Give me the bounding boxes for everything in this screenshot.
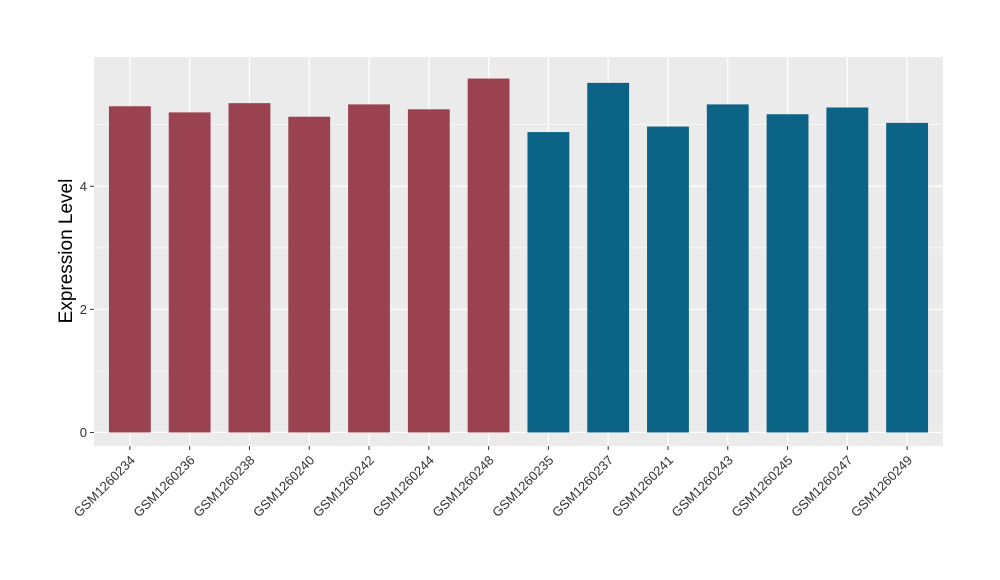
x-tick-label: GSM1260248 [429,453,496,520]
x-tick-label: GSM1260238 [190,453,257,520]
bar-gsm1260238 [228,103,271,433]
bar-gsm1260247 [826,107,869,433]
bar-gsm1260249 [886,122,929,433]
x-tick-label: GSM1260236 [130,453,197,520]
y-tick-label: 2 [80,302,87,317]
x-tick-label: GSM1260237 [549,453,616,520]
bar-gsm1260243 [706,104,749,433]
y-tick-label: 0 [80,425,87,440]
bar-gsm1260244 [407,109,450,433]
x-tick-label: GSM1260247 [788,453,855,520]
bar-gsm1260240 [288,116,331,433]
y-axis: 0 2 4 [80,179,94,440]
x-tick-label: GSM1260240 [250,453,317,520]
x-tick-label: GSM1260244 [370,453,437,520]
plot-panel [94,57,943,446]
x-tick-label: GSM1260243 [669,453,736,520]
x-tick-label: GSM1260235 [489,453,556,520]
x-tick-label: GSM1260234 [71,453,138,520]
x-tick-label: GSM1260249 [848,453,915,520]
bars [108,78,929,433]
bar-gsm1260237 [587,82,630,433]
x-axis: GSM1260234GSM1260236GSM1260238GSM1260240… [71,446,915,520]
bar-gsm1260242 [348,104,390,433]
y-tick-label: 4 [80,179,87,194]
bar-gsm1260234 [108,106,151,433]
x-tick-label: GSM1260242 [310,453,377,520]
bar-gsm1260245 [766,114,809,433]
x-tick-label: GSM1260245 [728,453,795,520]
bar-gsm1260236 [168,112,211,433]
bar-gsm1260235 [527,132,570,433]
y-axis-title: Expression Level [56,179,77,324]
x-tick-label: GSM1260241 [609,453,676,520]
bar-gsm1260248 [467,78,510,433]
bar-gsm1260241 [647,126,689,433]
